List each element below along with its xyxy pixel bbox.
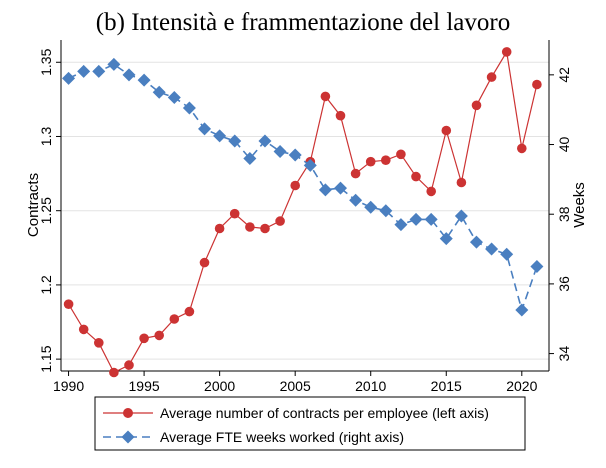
- point-contracts-1995: [139, 333, 149, 344]
- x-tick-label-3: 2005: [280, 378, 311, 394]
- point-contracts-2001: [229, 208, 240, 219]
- grid-lines: [61, 61, 549, 360]
- point-weeks-2008: [334, 181, 348, 195]
- left-tick-label-0: 1.15: [38, 345, 54, 372]
- right-tick-label-0: 34: [556, 346, 572, 362]
- x-tick-label-4: 2010: [355, 378, 386, 394]
- point-weeks-2001: [228, 134, 242, 148]
- point-contracts-2010: [365, 156, 376, 167]
- point-contracts-1997: [169, 314, 180, 324]
- point-weeks-2011: [379, 204, 393, 218]
- point-weeks-1993: [107, 57, 121, 71]
- point-contracts-2002: [245, 222, 255, 232]
- x-tick-label-0: 1990: [53, 378, 84, 394]
- point-contracts-1991: [78, 324, 89, 335]
- point-weeks-2000: [213, 129, 227, 143]
- x-axis: 1990 1995 2000 2005 2010 2015 2020: [53, 371, 538, 394]
- point-contracts-2004: [275, 216, 285, 226]
- right-y-axis: 34 36 38 40 42: [549, 67, 572, 362]
- point-weeks-2010: [364, 200, 378, 214]
- right-tick-label-2: 38: [556, 206, 572, 222]
- point-contracts-1992: [94, 338, 104, 348]
- point-contracts-2015: [441, 125, 452, 136]
- point-weeks-1992: [92, 64, 106, 78]
- x-tick-label-6: 2020: [506, 378, 537, 394]
- point-weeks-2002: [243, 151, 257, 165]
- point-contracts-2008: [335, 110, 346, 121]
- point-contracts-2012: [396, 149, 406, 160]
- point-weeks-1991: [77, 64, 91, 78]
- point-contracts-1998: [184, 306, 195, 317]
- plot-frame: [60, 40, 550, 372]
- point-weeks-2004: [273, 144, 287, 158]
- x-tick-label-2: 2000: [204, 378, 235, 394]
- point-contracts-2000: [214, 223, 225, 234]
- left-tick-label-1: 1.2: [38, 275, 54, 295]
- point-contracts-2003: [260, 223, 270, 234]
- legend-box: [94, 396, 526, 451]
- point-contracts-2021: [532, 79, 542, 90]
- left-tick-label-4: 1.35: [38, 48, 54, 75]
- legend: Average number of contracts per employee…: [94, 396, 526, 451]
- point-contracts-1996: [154, 330, 164, 341]
- point-weeks-2016: [454, 209, 468, 223]
- left-y-axis: 1.15 1.2 1.25 1.3 1.35: [38, 48, 61, 373]
- point-contracts-2009: [350, 168, 361, 179]
- point-contracts-1999: [199, 257, 210, 268]
- left-tick-label-3: 1.3: [38, 127, 54, 147]
- left-axis-label: Contracts: [25, 173, 42, 237]
- point-weeks-2019: [500, 247, 514, 261]
- right-tick-label-4: 42: [556, 67, 572, 83]
- chart-title: (b) Intensità e frammentazione del lavor…: [96, 9, 510, 36]
- series-layer: [62, 47, 544, 378]
- point-contracts-2020: [517, 143, 527, 154]
- point-contracts-2011: [381, 155, 391, 165]
- point-contracts-1993: [109, 367, 119, 378]
- point-weeks-1998: [182, 101, 196, 115]
- point-contracts-1990: [63, 299, 74, 310]
- point-weeks-2006: [303, 158, 317, 172]
- point-weeks-2005: [288, 148, 302, 162]
- left-tick-label-2: 1.25: [38, 197, 54, 224]
- legend-label-contracts: Average number of contracts per employee…: [160, 405, 489, 421]
- point-weeks-1996: [152, 85, 166, 99]
- point-contracts-2005: [290, 180, 301, 191]
- point-contracts-2017: [471, 100, 482, 111]
- point-weeks-2015: [439, 232, 453, 246]
- point-weeks-1999: [198, 122, 212, 136]
- right-tick-label-3: 40: [556, 137, 572, 153]
- point-weeks-2020: [515, 303, 529, 317]
- right-axis-label: Weeks: [571, 182, 588, 228]
- point-weeks-2007: [318, 183, 332, 197]
- point-contracts-2018: [486, 72, 497, 82]
- x-tick-label-1: 1995: [129, 378, 160, 394]
- legend-label-weeks: Average FTE weeks worked (right axis): [160, 429, 404, 445]
- legend-marker-weeks: [121, 430, 135, 444]
- point-weeks-2009: [349, 193, 363, 207]
- point-weeks-1994: [122, 68, 136, 82]
- point-contracts-2013: [411, 171, 421, 182]
- point-weeks-2014: [424, 212, 438, 226]
- point-weeks-1990: [62, 71, 76, 85]
- legend-marker-contracts: [123, 408, 133, 418]
- x-tick-label-5: 2015: [431, 378, 462, 394]
- point-contracts-1994: [124, 360, 134, 370]
- point-contracts-2014: [426, 186, 437, 197]
- point-weeks-1997: [167, 90, 181, 104]
- point-contracts-2016: [456, 177, 467, 188]
- point-weeks-2003: [258, 134, 272, 148]
- point-contracts-2007: [320, 91, 331, 102]
- point-weeks-2012: [394, 218, 408, 232]
- right-tick-label-1: 36: [556, 276, 572, 292]
- point-weeks-1995: [137, 73, 151, 87]
- point-contracts-2019: [501, 47, 512, 57]
- point-weeks-2018: [485, 242, 499, 256]
- point-weeks-2021: [530, 259, 544, 273]
- point-weeks-2013: [409, 212, 423, 226]
- point-weeks-2017: [469, 235, 483, 249]
